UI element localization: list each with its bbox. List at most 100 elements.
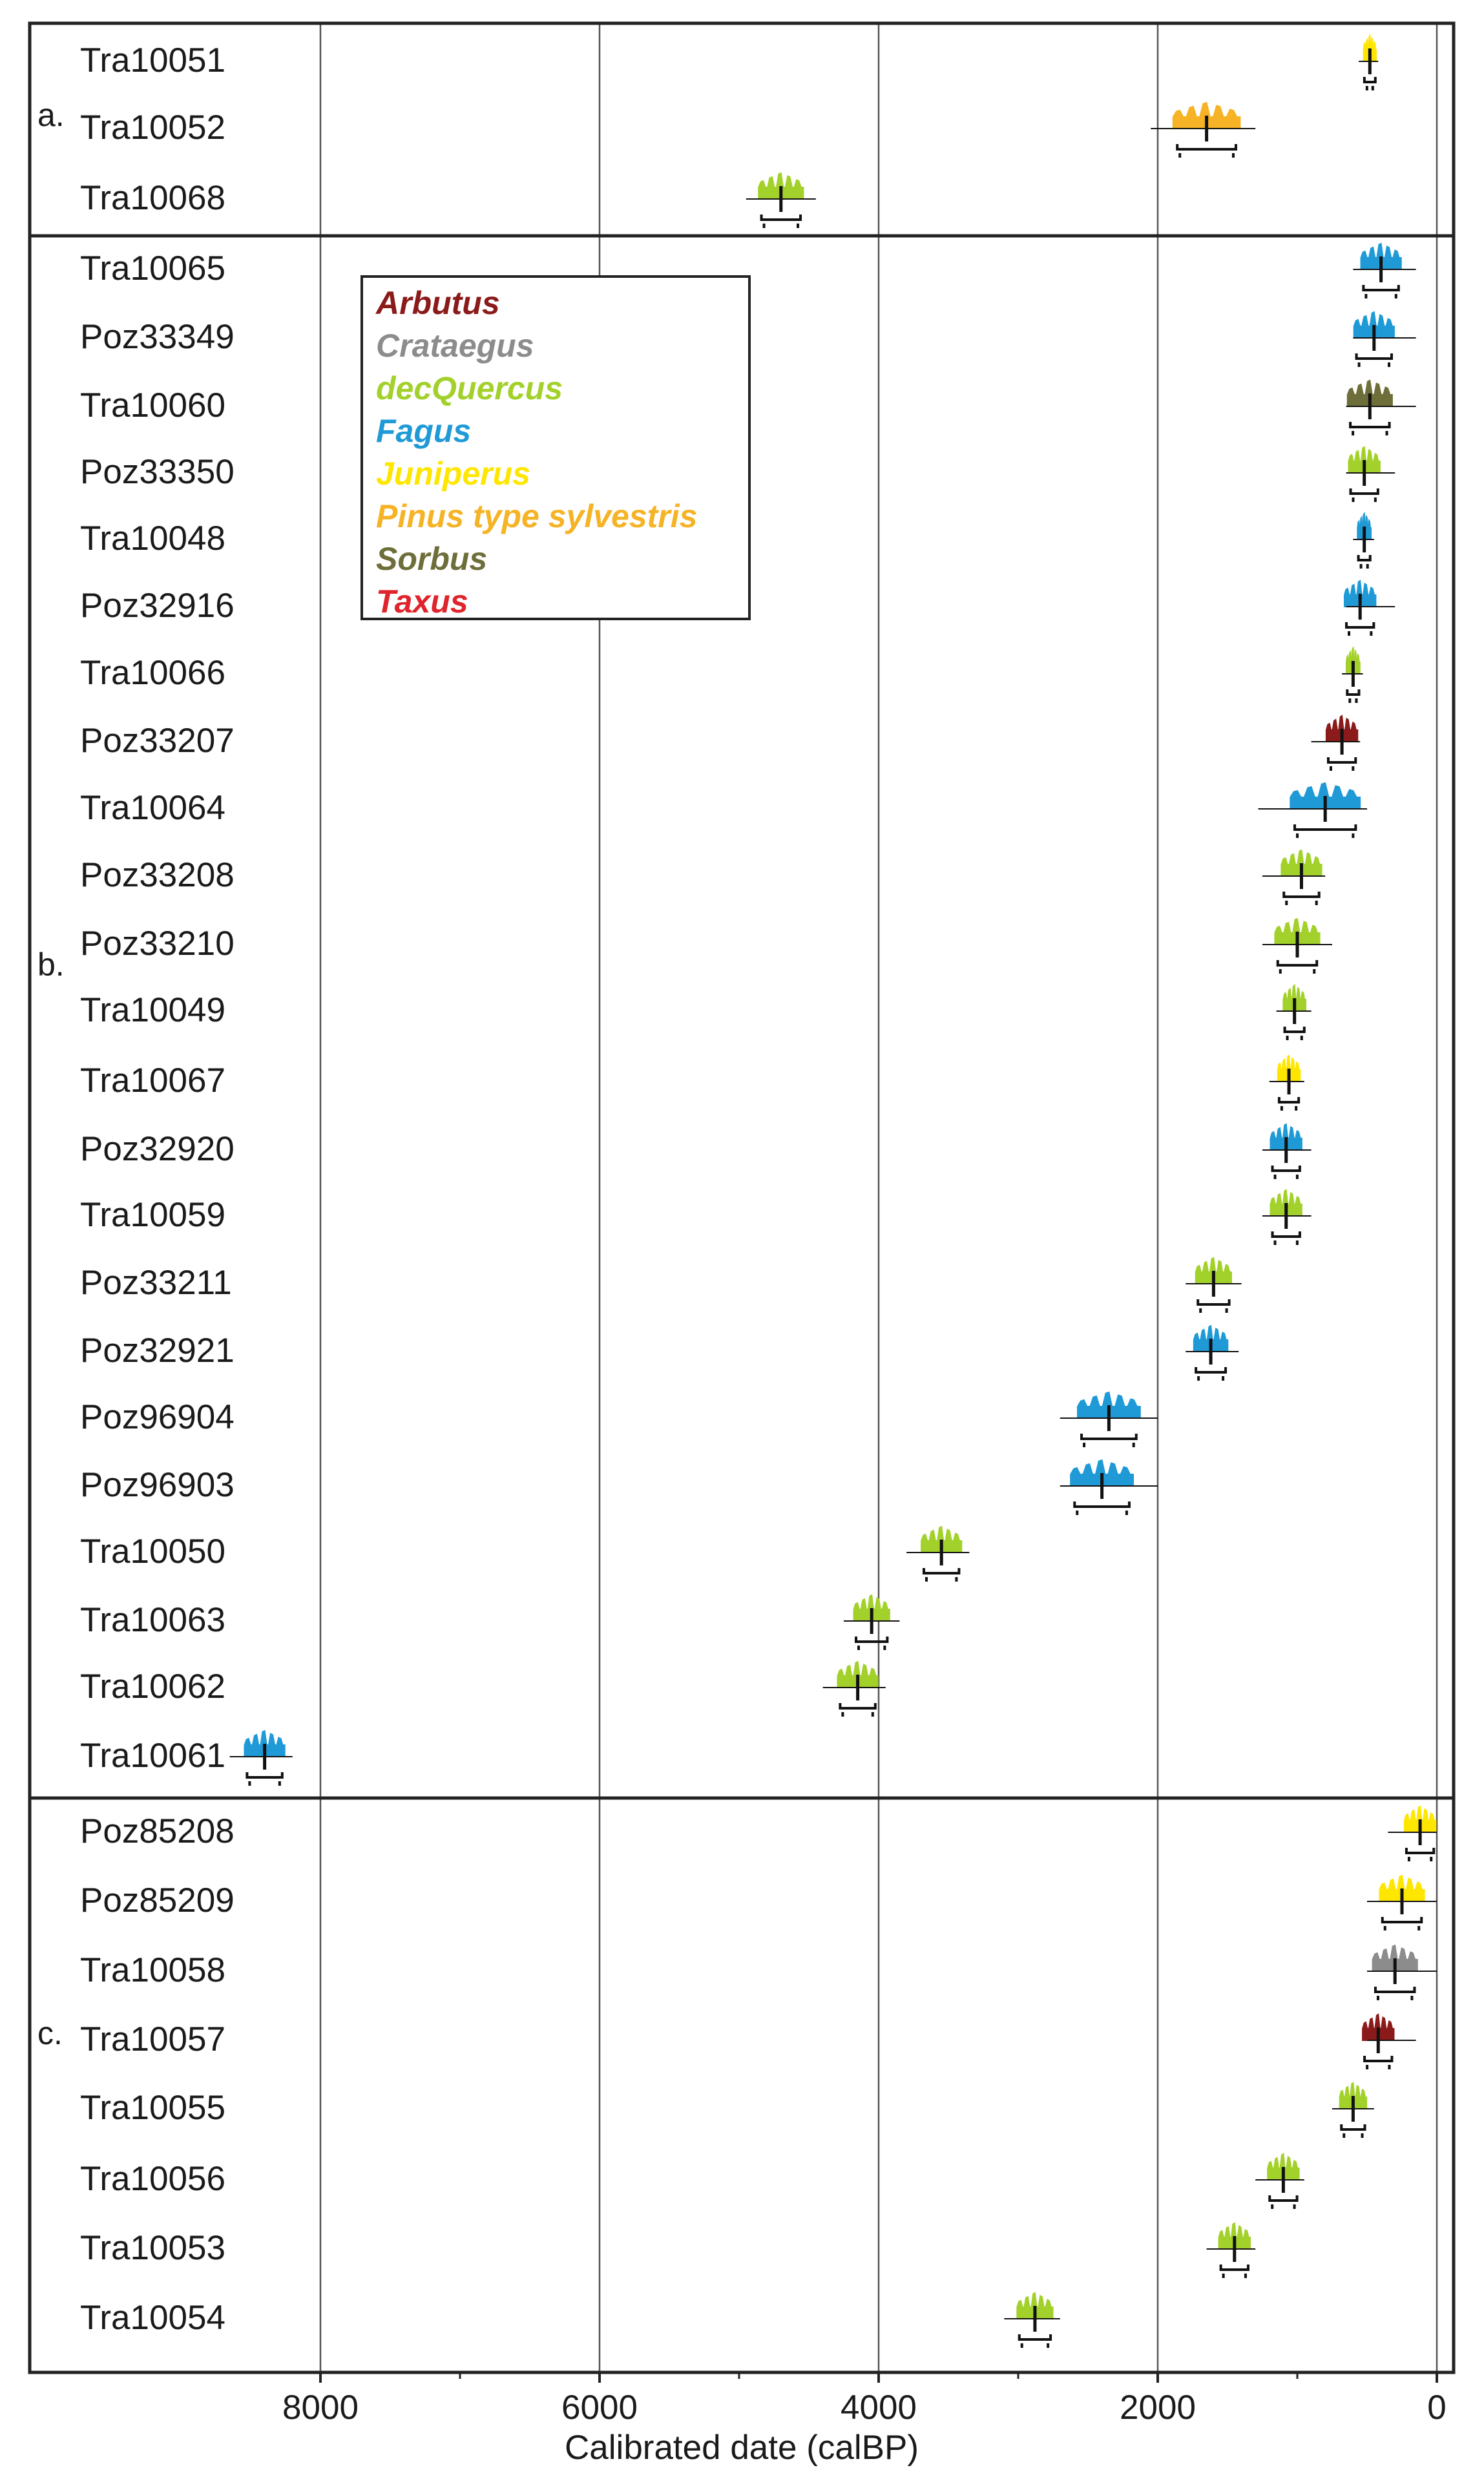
interval-bracket — [1405, 1848, 1436, 1854]
interval-bracket — [1195, 1367, 1228, 1374]
interval-bracket — [1346, 689, 1361, 696]
sample-mark-Poz33349 — [1353, 311, 1416, 367]
interval-bracket — [1355, 353, 1394, 360]
sample-mark-Tra10048 — [1353, 512, 1374, 569]
legend-box — [361, 275, 751, 620]
panel-label: c. — [37, 2015, 63, 2051]
sample-label: Tra10058 — [80, 1951, 225, 1989]
sample-label: Poz96903 — [80, 1466, 235, 1504]
interval-bracket — [1357, 555, 1372, 561]
interval-bracket — [1197, 1299, 1231, 1306]
interval-bracket — [1349, 422, 1391, 428]
sample-label: Poz33349 — [80, 318, 235, 356]
sample-mark-Tra10064 — [1258, 782, 1367, 838]
sample-mark-Tra10066 — [1342, 645, 1363, 703]
interval-bracket-secondary — [1352, 431, 1388, 435]
sample-mark-Poz33208 — [1262, 849, 1326, 905]
interval-bracket-secondary — [1178, 153, 1235, 158]
sample-label: Poz85208 — [80, 1812, 235, 1850]
legend-entry: Taxus — [376, 583, 468, 620]
sample-mark-Poz85208 — [1388, 1805, 1437, 1861]
legend-entry: Juniperus — [376, 455, 530, 492]
interval-bracket — [1176, 144, 1237, 151]
interval-bracket-secondary — [1271, 2204, 1296, 2209]
sample-label: Tra10051 — [80, 41, 225, 79]
sample-mark-Poz96903 — [1060, 1459, 1158, 1515]
sample-label: Poz32920 — [80, 1130, 235, 1168]
sample-label: Tra10050 — [80, 1532, 225, 1571]
data-marks — [229, 33, 1437, 2348]
interval-bracket — [1381, 1917, 1423, 1923]
legend-entry: decQuercus — [376, 370, 563, 406]
interval-bracket — [1018, 2334, 1052, 2341]
interval-bracket-secondary — [1383, 1926, 1421, 1930]
interval-bracket-secondary — [1199, 1308, 1228, 1313]
interval-bracket — [1293, 824, 1357, 831]
sample-label: Tra10057 — [80, 2020, 225, 2058]
interval-bracket — [1326, 757, 1357, 764]
legend-entry: Arbutus — [375, 285, 500, 321]
tick-label: 8000 — [282, 2389, 359, 2427]
interval-bracket — [922, 1568, 961, 1574]
interval-bracket — [1268, 2195, 1299, 2202]
legend-entry: Fagus — [376, 413, 471, 449]
x-axis: 8000 6000 4000 2000 0 Calibrated date (calBP) — [282, 2372, 1447, 2467]
sample-mark-Poz33207 — [1311, 715, 1361, 771]
sample-label: Poz32921 — [80, 1332, 235, 1370]
interval-bracket-secondary — [1279, 969, 1316, 974]
sample-label: Tra10062 — [80, 1668, 225, 1706]
interval-bracket-secondary — [1020, 2343, 1050, 2348]
interval-bracket — [839, 1703, 877, 1710]
tick-label: 6000 — [561, 2389, 638, 2427]
interval-bracket-secondary — [857, 1646, 886, 1650]
sample-mark-Tra10059 — [1262, 1189, 1312, 1245]
sample-mark-Poz33210 — [1262, 917, 1332, 974]
sample-mark-Tra10050 — [906, 1525, 970, 1582]
interval-bracket — [1080, 1434, 1138, 1440]
panel-separators — [30, 234, 1454, 1800]
interval-bracket-secondary — [1280, 1106, 1298, 1111]
interval-bracket-secondary — [1273, 1240, 1299, 1245]
x-axis-label: Calibrated date (calBP) — [565, 2429, 919, 2467]
sample-mark-Tra10062 — [822, 1660, 886, 1717]
sample-label: Tra10068 — [80, 179, 225, 217]
sample-mark-Tra10053 — [1206, 2222, 1256, 2278]
sample-label: Poz85209 — [80, 1881, 235, 1919]
sample-label: Tra10052 — [80, 109, 225, 147]
sample-label: Tra10066 — [80, 654, 225, 692]
sample-mark-Poz33211 — [1186, 1257, 1242, 1313]
panel-label: a. — [37, 97, 65, 133]
sample-label: Tra10063 — [80, 1601, 225, 1639]
interval-bracket — [1276, 960, 1319, 967]
interval-bracket-secondary — [1366, 2065, 1391, 2069]
interval-bracket — [1271, 1166, 1301, 1172]
interval-bracket — [1362, 285, 1400, 291]
interval-bracket — [1271, 1231, 1301, 1238]
interval-bracket-secondary — [1329, 766, 1355, 771]
sample-mark-Tra10056 — [1255, 2153, 1304, 2209]
interval-bracket — [1345, 622, 1375, 629]
sample-label: Poz33210 — [80, 925, 235, 963]
sample-label: Tra10048 — [80, 519, 225, 558]
interval-bracket — [1283, 1027, 1306, 1033]
sample-mark-Poz32921 — [1186, 1324, 1239, 1381]
interval-bracket-secondary — [1296, 833, 1355, 838]
interval-bracket — [1282, 892, 1321, 898]
sample-mark-Tra10061 — [229, 1730, 293, 1786]
sample-mark-Poz32920 — [1262, 1123, 1312, 1179]
interval-bracket-secondary — [1364, 294, 1397, 298]
sample-mark-Tra10054 — [1004, 2292, 1060, 2348]
sample-mark-Poz96904 — [1060, 1391, 1158, 1447]
sample-label: Tra10065 — [80, 249, 225, 288]
interval-bracket — [1374, 1987, 1416, 1993]
sample-mark-Tra10068 — [746, 172, 816, 228]
interval-bracket-secondary — [1348, 631, 1373, 636]
interval-bracket-secondary — [1376, 1996, 1414, 2000]
sample-label: Tra10067 — [80, 1062, 225, 1100]
plot-frame — [28, 21, 1456, 2374]
sample-label: Tra10054 — [80, 2299, 225, 2337]
interval-bracket-secondary — [1359, 564, 1369, 569]
interval-bracket-secondary — [1348, 698, 1358, 703]
sample-label: Poz33207 — [80, 722, 235, 760]
